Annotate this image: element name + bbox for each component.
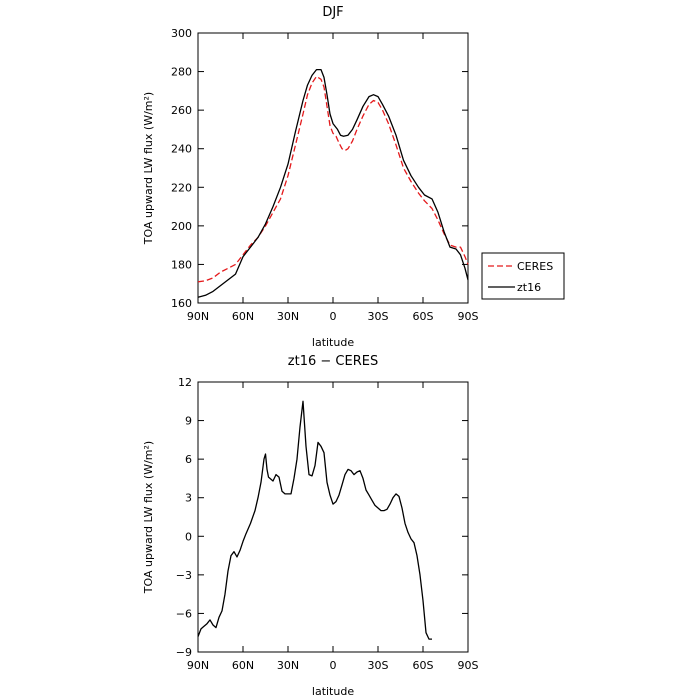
bottom-series-group [197, 400, 432, 640]
x-tick-label: 0 [330, 310, 337, 323]
x-tick-label: 90S [458, 310, 479, 323]
y-tick-label: 3 [185, 492, 192, 505]
y-tick-label: 0 [185, 530, 192, 543]
bottom-y-axis-label: TOA upward LW flux (W/m²) [142, 441, 155, 594]
series-line-zt16 [197, 68, 469, 298]
x-tick-label: 60N [232, 310, 254, 323]
legend-label-ceres: CERES [517, 260, 553, 273]
top-x-ticks: 90N 60N 30N 0 30S 60S 90S [187, 33, 479, 323]
x-tick-label: 60S [413, 310, 434, 323]
x-tick-label: 30S [368, 659, 389, 672]
x-tick-label: 30S [368, 310, 389, 323]
y-tick-label: 280 [171, 66, 192, 79]
y-tick-label: 240 [171, 143, 192, 156]
y-tick-label: 9 [185, 415, 192, 428]
y-tick-label: 200 [171, 220, 192, 233]
y-tick-label: −6 [176, 607, 192, 620]
y-tick-label: 300 [171, 27, 192, 40]
x-tick-label: 0 [330, 659, 337, 672]
series-line-panel1-0 [197, 400, 432, 640]
y-tick-label: 180 [171, 258, 192, 271]
top-x-axis-label: latitude [312, 336, 354, 349]
top-y-ticks: 160 180 200 220 240 260 280 300 [171, 27, 468, 310]
x-tick-label: 90N [187, 659, 209, 672]
y-tick-label: 220 [171, 181, 192, 194]
y-tick-label: 6 [185, 453, 192, 466]
legend-box [481, 252, 565, 300]
bottom-chart-title: zt16 − CERES [288, 354, 378, 369]
x-tick-label: 30N [277, 659, 299, 672]
top-chart-title: DJF [322, 5, 343, 20]
x-tick-label: 90S [458, 659, 479, 672]
y-tick-label: −3 [176, 569, 192, 582]
series-line-ceres [197, 75, 469, 283]
legend: CERES zt16 [481, 252, 565, 300]
y-tick-label: 160 [171, 297, 192, 310]
top-panel: DJF 160 180 200 220 240 260 280 300 90N 60N 30N 0 3… [142, 5, 565, 349]
legend-label-zt16: zt16 [517, 281, 541, 294]
y-tick-label: 12 [178, 376, 192, 389]
bottom-panel: zt16 − CERES −9 −6 −3 0 3 6 9 12 90N 60N 30N 0 30S 6… [142, 354, 479, 698]
x-tick-label: 60S [413, 659, 434, 672]
bottom-y-ticks: −9 −6 −3 0 3 6 9 12 [176, 376, 468, 659]
bottom-plot-frame [197, 381, 469, 653]
x-tick-label: 90N [187, 310, 209, 323]
top-plot-frame [197, 32, 469, 304]
y-tick-label: 260 [171, 104, 192, 117]
bottom-x-ticks: 90N 60N 30N 0 30S 60S 90S [187, 382, 479, 672]
y-tick-label: −9 [176, 646, 192, 659]
bottom-x-axis-label: latitude [312, 685, 354, 698]
top-y-axis-label: TOA upward LW flux (W/m²) [142, 92, 155, 245]
x-tick-label: 30N [277, 310, 299, 323]
top-series-group [197, 68, 469, 298]
x-tick-label: 60N [232, 659, 254, 672]
